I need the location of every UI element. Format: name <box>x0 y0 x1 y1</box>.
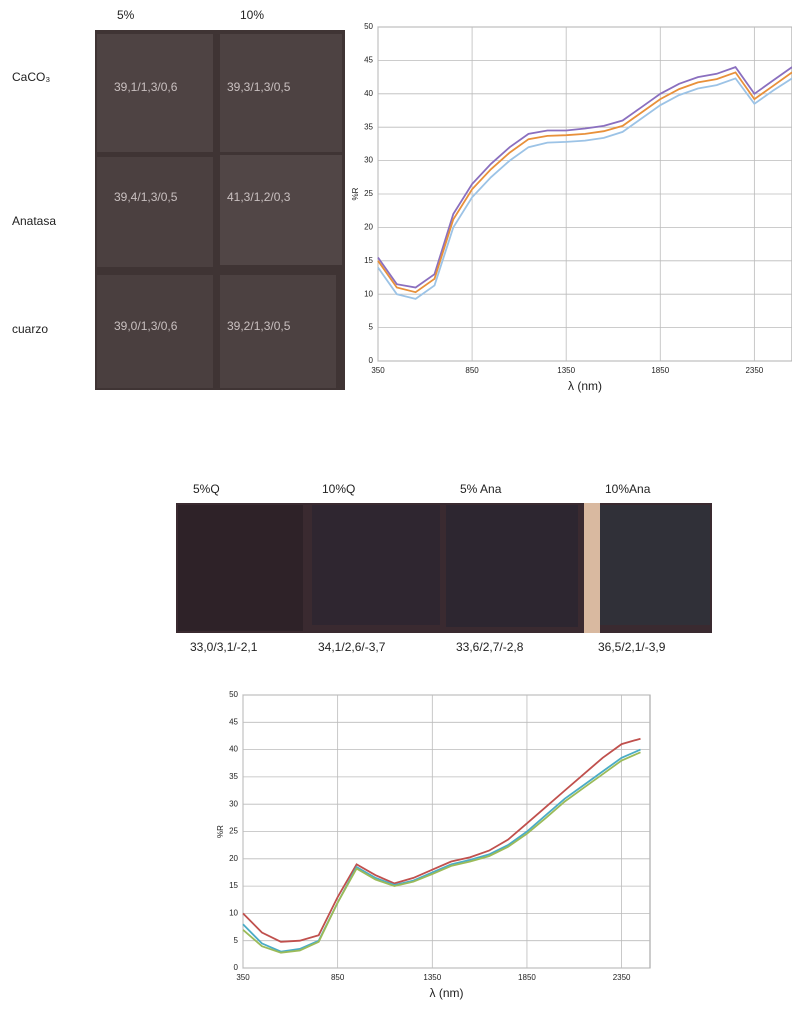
y-axis-label: %R <box>216 825 225 838</box>
sample-label: 5%Q <box>193 482 220 496</box>
y-tick-label: 35 <box>229 772 238 781</box>
y-tick-label: 20 <box>229 854 238 863</box>
x-tick-label: 350 <box>236 973 250 982</box>
sample-value: 36,5/2,1/-3,9 <box>598 640 666 654</box>
y-tick-label: 5 <box>234 936 239 945</box>
row-label: CaCO₃ <box>12 70 50 84</box>
tile <box>220 155 342 265</box>
sample-value: 33,0/3,1/-2,1 <box>190 640 258 654</box>
cell-value: 39,1/1,3/0,6 <box>114 80 178 94</box>
figure: 5% 10% CaCO₃ Anatasa cuarzo 39,1/1,3/0,6… <box>0 0 792 1019</box>
sample-value: 34,1/2,6/-3,7 <box>318 640 386 654</box>
y-axis-label: %R <box>351 187 360 200</box>
y-tick-label: 40 <box>229 745 238 754</box>
y-tick-label: 15 <box>364 256 373 265</box>
x-axis-label: λ (nm) <box>568 379 602 393</box>
sample-label: 10%Q <box>322 482 355 496</box>
y-tick-label: 10 <box>364 289 373 298</box>
y-tick-label: 30 <box>364 156 373 165</box>
cell-value: 41,3/1,2/0,3 <box>227 190 291 204</box>
y-tick-label: 5 <box>369 323 374 332</box>
tile <box>446 505 578 627</box>
x-tick-label: 1350 <box>557 366 575 375</box>
y-tick-label: 50 <box>364 22 373 31</box>
cell-value: 39,4/1,3/0,5 <box>114 190 178 204</box>
y-tick-label: 25 <box>229 827 238 836</box>
sample-label: 10%Ana <box>605 482 651 496</box>
tile <box>97 157 213 267</box>
y-tick-label: 20 <box>364 223 373 232</box>
y-tick-label: 15 <box>229 881 238 890</box>
tile-edge <box>584 503 600 633</box>
y-tick-label: 25 <box>364 189 373 198</box>
x-axis-label: λ (nm) <box>430 986 464 1000</box>
x-tick-label: 2350 <box>745 366 763 375</box>
y-tick-label: 35 <box>364 122 373 131</box>
x-tick-label: 850 <box>465 366 479 375</box>
y-tick-label: 30 <box>229 799 238 808</box>
row-label: Anatasa <box>12 214 56 228</box>
cell-value: 39,0/1,3/0,6 <box>114 319 178 333</box>
x-tick-label: 2350 <box>613 973 631 982</box>
y-tick-label: 0 <box>234 963 239 972</box>
x-tick-label: 850 <box>331 973 345 982</box>
x-tick-label: 1350 <box>423 973 441 982</box>
x-tick-label: 350 <box>371 366 385 375</box>
y-tick-label: 0 <box>369 356 374 365</box>
y-tick-label: 10 <box>229 909 238 918</box>
y-tick-label: 50 <box>229 690 238 699</box>
y-tick-label: 40 <box>364 89 373 98</box>
x-tick-label: 1850 <box>651 366 669 375</box>
cell-value: 39,3/1,3/0,5 <box>227 80 291 94</box>
cell-value: 39,2/1,3/0,5 <box>227 319 291 333</box>
tile <box>312 505 440 625</box>
x-tick-label: 1850 <box>518 973 536 982</box>
tile <box>178 505 303 631</box>
row-label: cuarzo <box>12 322 48 336</box>
column-label: 10% <box>240 8 264 22</box>
tile <box>600 505 710 625</box>
sample-label: 5% Ana <box>460 482 502 496</box>
y-tick-label: 45 <box>364 56 373 65</box>
sample-value: 33,6/2,7/-2,8 <box>456 640 524 654</box>
y-tick-label: 45 <box>229 717 238 726</box>
column-label: 5% <box>117 8 135 22</box>
